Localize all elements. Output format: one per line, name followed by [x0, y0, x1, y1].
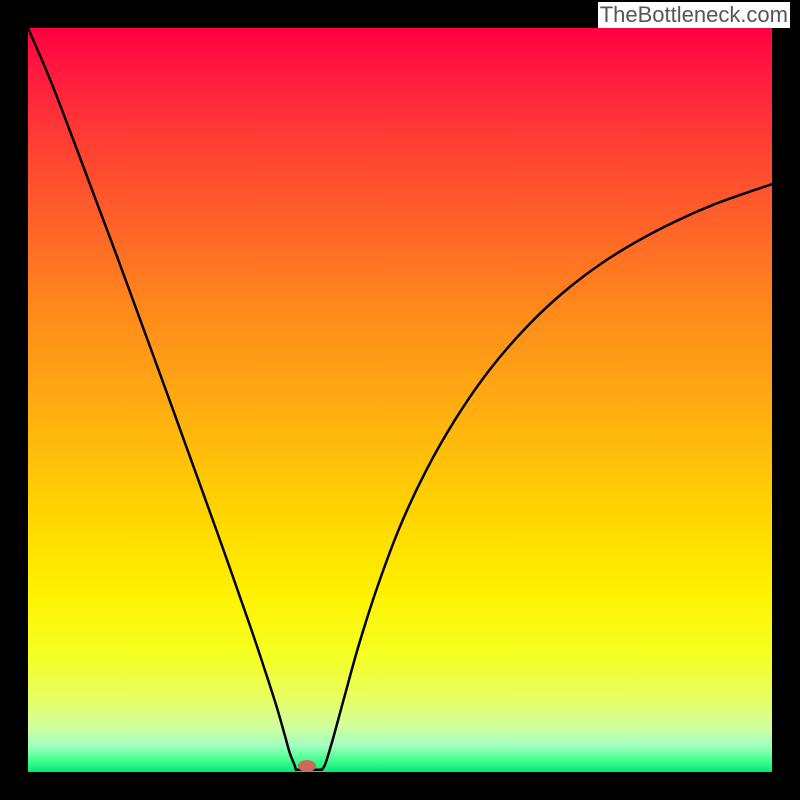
- watermark-text: TheBottleneck.com: [598, 2, 790, 28]
- bottleneck-chart: [0, 0, 800, 800]
- chart-container: TheBottleneck.com: [0, 0, 800, 800]
